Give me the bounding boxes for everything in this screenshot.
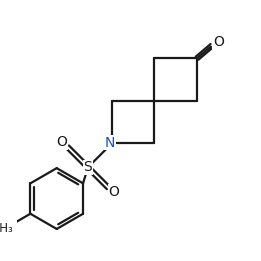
Text: CH₃: CH₃ bbox=[0, 222, 13, 235]
Text: O: O bbox=[57, 135, 67, 150]
Text: S: S bbox=[84, 160, 92, 174]
Text: O: O bbox=[213, 35, 224, 49]
Text: O: O bbox=[108, 185, 119, 199]
Text: N: N bbox=[105, 136, 115, 150]
